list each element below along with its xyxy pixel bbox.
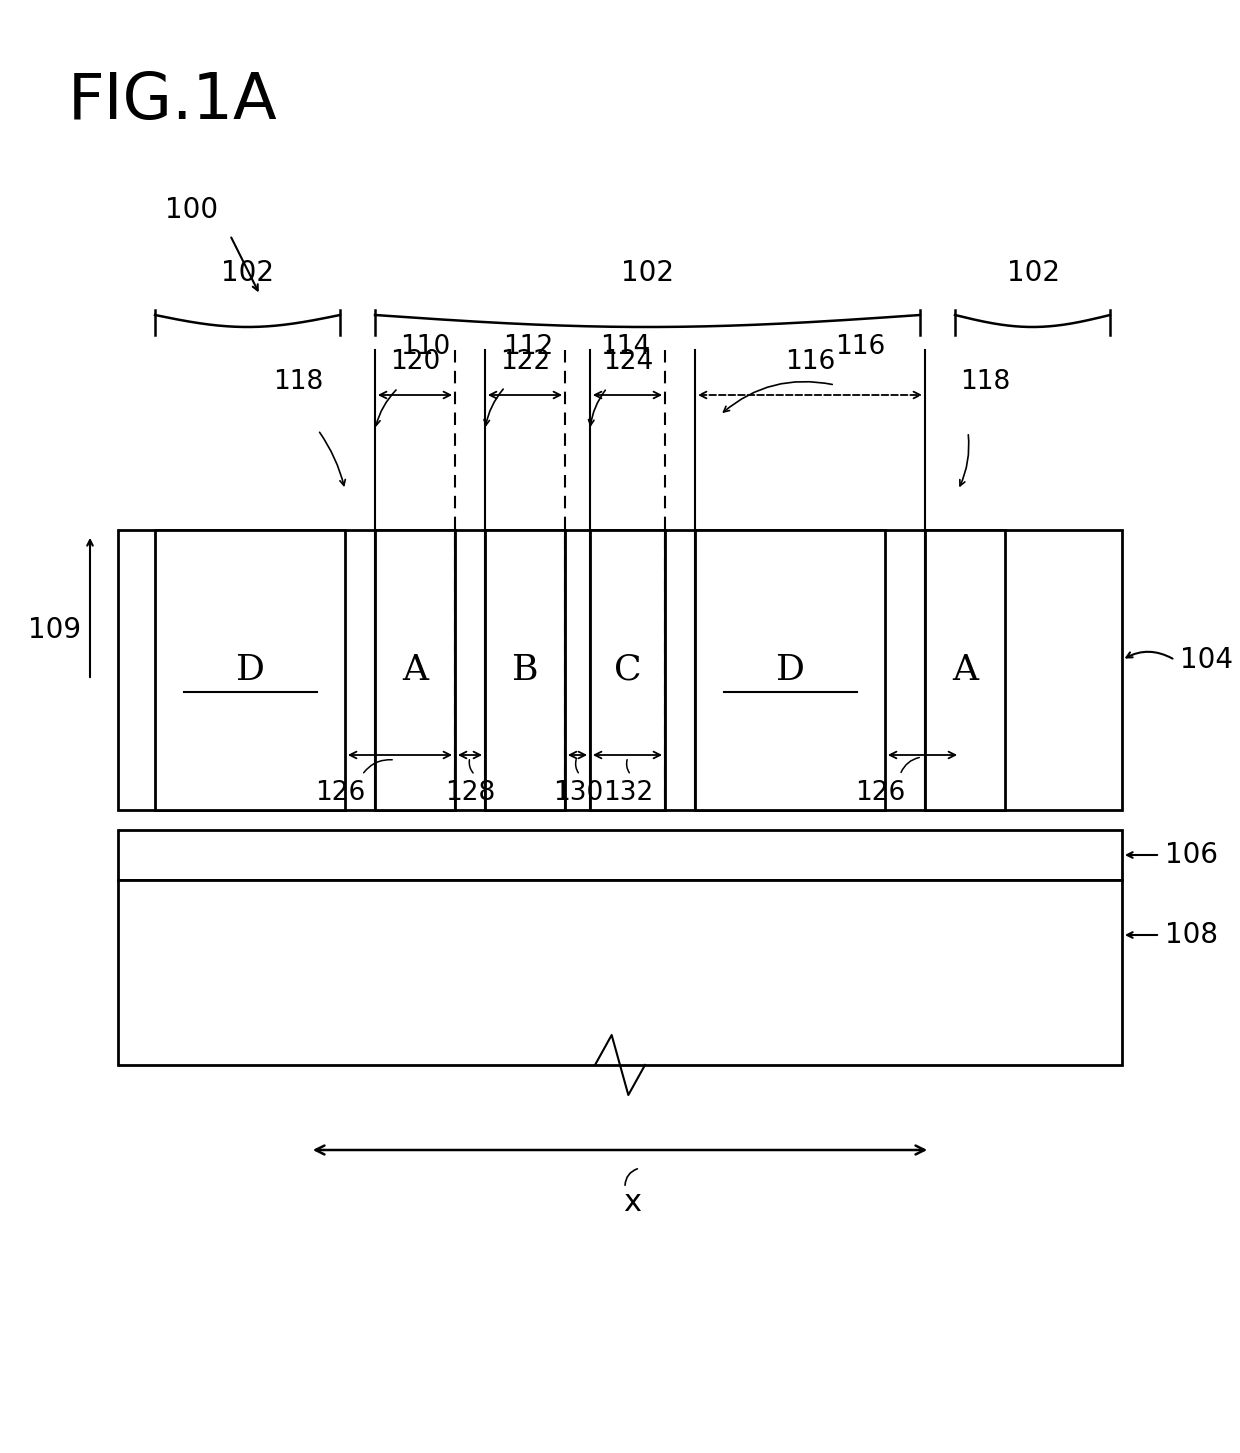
Text: A: A xyxy=(402,652,428,687)
Text: 130: 130 xyxy=(553,780,603,806)
Text: 102: 102 xyxy=(621,259,675,288)
Bar xyxy=(155,530,345,809)
Text: 102: 102 xyxy=(1007,259,1059,288)
Text: C: C xyxy=(614,652,641,687)
Text: 118: 118 xyxy=(960,369,1011,395)
Text: 118: 118 xyxy=(273,369,324,395)
Text: 132: 132 xyxy=(603,780,653,806)
Text: 109: 109 xyxy=(29,616,82,644)
Text: 124: 124 xyxy=(603,349,653,375)
Bar xyxy=(118,830,1122,881)
Text: 114: 114 xyxy=(600,334,650,360)
Text: 116: 116 xyxy=(785,349,835,375)
Text: x: x xyxy=(624,1189,641,1218)
Text: D: D xyxy=(775,652,805,687)
Text: 104: 104 xyxy=(1180,647,1233,674)
Bar xyxy=(118,530,1122,809)
Bar xyxy=(694,530,885,809)
Text: 112: 112 xyxy=(503,334,553,360)
Bar xyxy=(374,530,455,809)
Text: B: B xyxy=(512,652,538,687)
Bar xyxy=(118,881,1122,1065)
Bar xyxy=(485,530,565,809)
Text: 110: 110 xyxy=(401,334,450,360)
Text: 126: 126 xyxy=(315,780,365,806)
Text: 100: 100 xyxy=(165,196,218,224)
Text: D: D xyxy=(236,652,264,687)
Text: 120: 120 xyxy=(389,349,440,375)
Text: 126: 126 xyxy=(854,780,905,806)
Text: A: A xyxy=(952,652,978,687)
Text: 116: 116 xyxy=(835,334,885,360)
Text: 106: 106 xyxy=(1166,841,1218,869)
Text: 128: 128 xyxy=(445,780,495,806)
Text: 102: 102 xyxy=(222,259,274,288)
Bar xyxy=(590,530,665,809)
Text: 122: 122 xyxy=(500,349,551,375)
Bar xyxy=(925,530,1004,809)
Text: 108: 108 xyxy=(1166,921,1218,949)
Text: FIG.1A: FIG.1A xyxy=(68,70,278,132)
